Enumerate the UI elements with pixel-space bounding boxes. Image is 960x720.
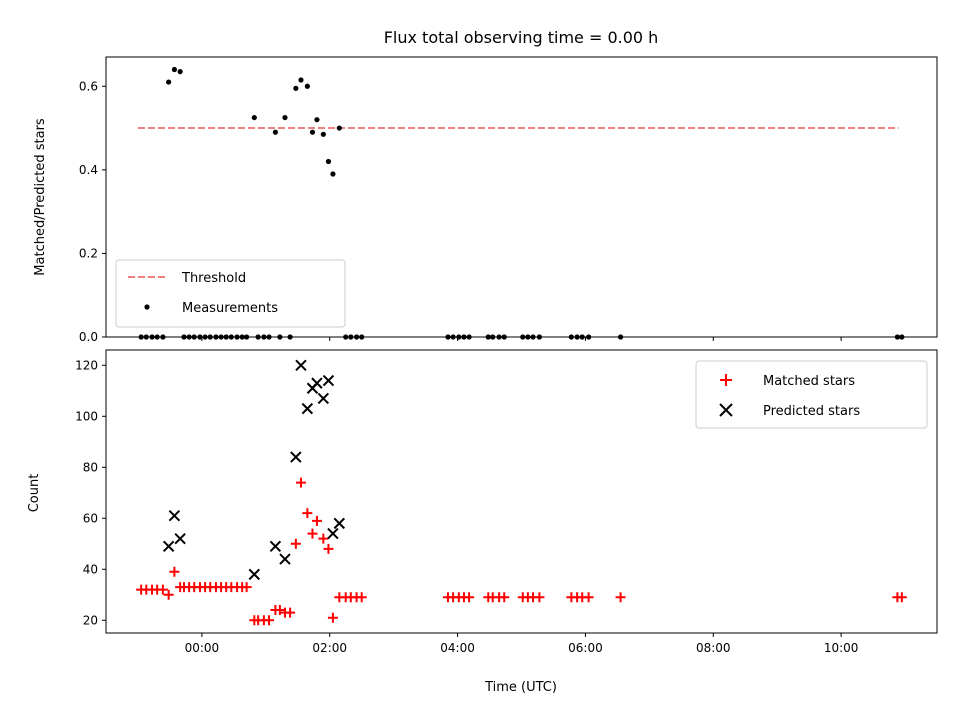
top-y-tick-label: 0.0 xyxy=(79,330,98,344)
top-y-axis-label: Matched/Predicted stars xyxy=(33,118,48,276)
bottom-x-tick-label: 02:00 xyxy=(312,641,347,655)
predicted-star-point xyxy=(301,402,314,415)
top-y-tick-label: 0.4 xyxy=(79,163,98,177)
predicted-star-point xyxy=(322,374,335,387)
matched-star-point xyxy=(323,543,334,554)
matched-star-point xyxy=(583,592,594,603)
matched-star-point xyxy=(318,533,329,544)
top-legend-box xyxy=(115,259,346,328)
matched-star-point xyxy=(327,612,338,623)
bottom-y-tick-label: 20 xyxy=(83,613,98,627)
predicted-star-point xyxy=(295,359,307,372)
predicted-stars-legend-label: Predicted stars xyxy=(763,404,860,419)
measurement-point xyxy=(177,69,183,75)
bottom-x-tick-label: 10:00 xyxy=(824,641,859,655)
predicted-star-point xyxy=(317,392,330,405)
top-y-tick-label: 0.6 xyxy=(79,79,98,93)
matched-star-point xyxy=(307,528,318,539)
measurement-point xyxy=(282,114,288,121)
measurement-point xyxy=(330,171,336,177)
matched-star-point xyxy=(285,607,296,618)
bottom-plot-frame xyxy=(105,349,938,634)
predicted-star-point xyxy=(327,527,339,540)
matched-star-point xyxy=(157,584,168,595)
predicted-star-point xyxy=(174,532,186,545)
bottom-y-tick-label: 40 xyxy=(83,562,98,576)
measurement-point xyxy=(251,114,257,121)
predicted-star-point xyxy=(290,451,302,463)
bottom-plot-area: 20 40 60 80 100 120 00:00 02:00 04:00 06:00 08:00 1… xyxy=(75,358,907,655)
bottom-y-tick-label: 80 xyxy=(83,460,98,474)
top-y-tick-label: 0.2 xyxy=(79,246,98,260)
bottom-x-tick-label: 00:00 xyxy=(185,641,220,655)
matched-star-point xyxy=(290,538,301,549)
matched-star-point xyxy=(615,592,626,603)
measurement-point xyxy=(166,79,172,85)
matched-star-point xyxy=(169,566,180,577)
measurement-point xyxy=(320,131,326,137)
predicted-stars-legend-swatch xyxy=(719,403,733,417)
matched-star-point xyxy=(163,589,174,600)
measurements-legend-swatch xyxy=(144,304,150,310)
bottom-y-tick-label: 120 xyxy=(75,358,98,372)
measurement-point xyxy=(272,129,278,135)
bottom-y-axis-label: Count xyxy=(27,474,42,513)
measurements-legend-label: Measurements xyxy=(182,301,278,316)
matched-star-point xyxy=(302,508,313,519)
bottom-y-tick-label: 100 xyxy=(75,409,98,423)
predicted-star-point xyxy=(311,377,323,389)
matched-star-point xyxy=(356,592,367,603)
measurement-point xyxy=(171,66,177,73)
measurement-point xyxy=(325,158,332,165)
measurement-point xyxy=(304,83,310,89)
threshold-legend-label: Threshold xyxy=(181,271,246,286)
predicted-star-point xyxy=(279,553,291,565)
matched-star-point xyxy=(311,515,322,526)
matched-star-point xyxy=(896,592,907,603)
bottom-y-tick-label: 60 xyxy=(83,511,98,525)
bottom-legend-box xyxy=(695,360,928,429)
matched-star-point xyxy=(534,592,545,603)
predicted-star-point xyxy=(333,517,346,530)
bottom-x-tick-label: 06:00 xyxy=(568,641,603,655)
matched-star-point xyxy=(274,605,285,616)
bottom-legend: Matched stars Predicted stars xyxy=(695,360,928,429)
matched-star-point xyxy=(295,477,306,488)
matched-stars-legend-label: Matched stars xyxy=(763,374,855,389)
matched-star-point xyxy=(499,592,510,603)
matched-stars-legend-swatch xyxy=(720,374,732,386)
predicted-star-point xyxy=(162,540,175,553)
x-axis-label: Time (UTC) xyxy=(484,680,557,695)
measurement-point xyxy=(336,125,342,131)
top-plot-frame xyxy=(105,56,938,338)
matched-star-point xyxy=(464,592,475,603)
measurement-point xyxy=(293,85,299,91)
predicted-star-point xyxy=(168,510,181,522)
chart-title: Flux total observing time = 0.00 h xyxy=(384,28,659,47)
bottom-x-tick-label: 08:00 xyxy=(696,641,731,655)
measurement-point xyxy=(314,117,320,123)
top-legend: Threshold Measurements xyxy=(115,259,346,328)
predicted-star-point xyxy=(269,540,282,553)
measurement-point xyxy=(309,129,316,135)
measurement-point xyxy=(298,77,304,83)
bottom-x-tick-label: 04:00 xyxy=(440,641,475,655)
matched-star-point xyxy=(264,615,275,626)
predicted-star-point xyxy=(248,568,261,581)
matched-star-point xyxy=(241,582,252,593)
